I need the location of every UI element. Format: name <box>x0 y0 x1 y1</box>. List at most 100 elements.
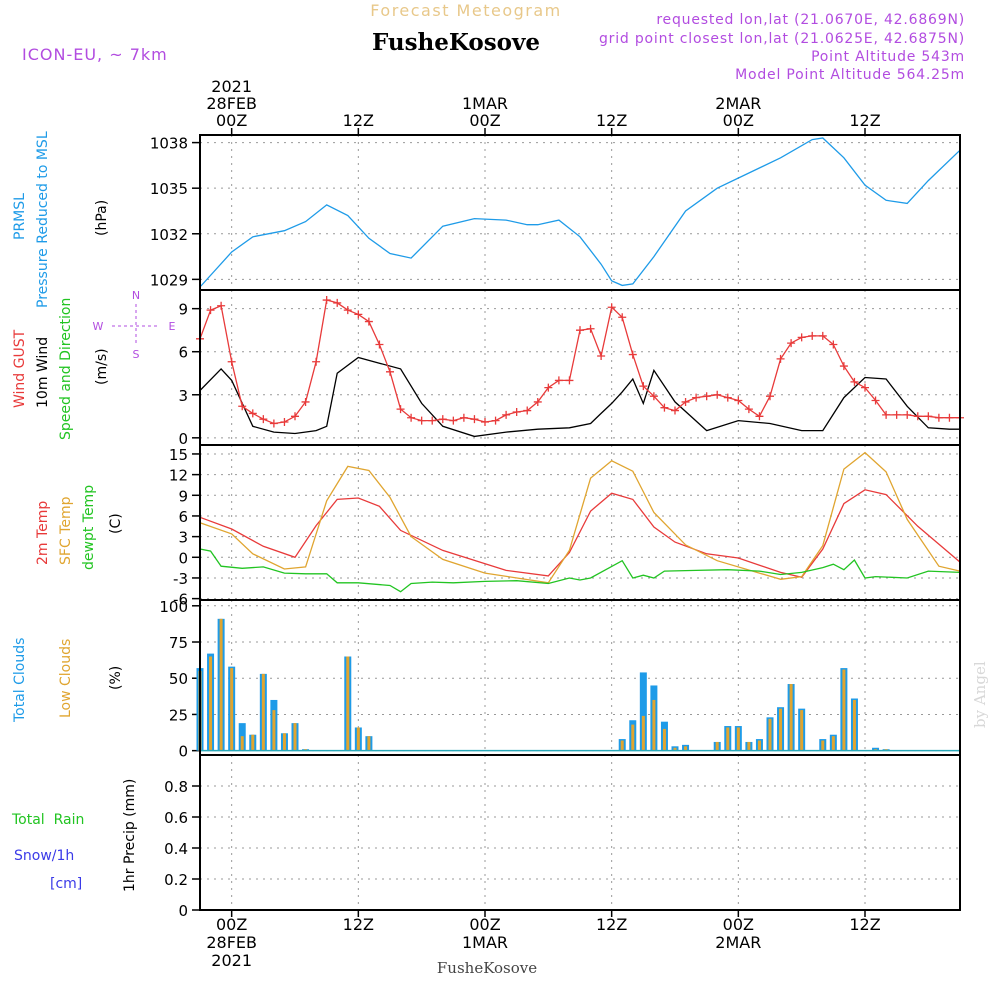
top-tick-label: 00Z <box>723 111 754 130</box>
gust-point <box>597 352 606 361</box>
sfc-temp-label: SFC Temp <box>58 496 74 565</box>
series-dewpt-temp <box>199 548 961 593</box>
y-tick-label: 15 <box>169 446 188 464</box>
gust-point <box>481 418 489 427</box>
low-cloud-bar <box>240 736 244 751</box>
gust-point <box>755 412 764 421</box>
gust-point <box>723 393 732 402</box>
gust-point <box>744 405 753 414</box>
gust-point <box>227 357 236 366</box>
gust-point <box>322 296 331 305</box>
gust-point <box>839 362 848 371</box>
top-year-label: 2021 <box>211 77 252 96</box>
gust-point <box>649 392 658 401</box>
low-cloud-bar <box>757 740 761 751</box>
wind-unit: (m/s) <box>94 348 110 385</box>
low-cloud-bar <box>620 740 624 751</box>
compass-west: W <box>93 320 104 333</box>
low-cloud-bar <box>251 734 255 751</box>
series-10m-wind <box>199 356 960 438</box>
low-cloud-bar <box>652 699 656 751</box>
precip-labels: Total Rain Snow/1h [cm] 1hr Precip (mm) <box>11 779 138 892</box>
bottom-tick-label: 00Z <box>216 915 247 934</box>
low-cloud-bar <box>293 723 297 751</box>
gust-point <box>702 392 711 401</box>
y-tick-label: -6 <box>173 591 188 609</box>
gust-point <box>554 376 563 385</box>
y-tick-label: 100 <box>159 598 188 616</box>
gust-point <box>301 397 310 406</box>
low-cloud-bar <box>641 715 645 751</box>
gust-point <box>333 298 342 307</box>
y-tick-label: 9 <box>178 301 188 319</box>
requested-coords: requested lon,lat (21.0670E, 42.6869N) <box>656 12 965 28</box>
gust-point <box>660 403 669 412</box>
low-cloud-bar <box>736 727 740 751</box>
bottom-date-label: 2MAR <box>715 933 761 952</box>
y-tick-label: 25 <box>169 706 188 724</box>
low-cloud-bar <box>356 727 360 751</box>
bottom-tick-label: 12Z <box>343 915 374 934</box>
gust-point <box>343 306 352 315</box>
gust-point <box>692 393 701 402</box>
y-tick-label: 12 <box>169 467 188 485</box>
low-cloud-bar <box>831 736 835 751</box>
gust-point <box>882 410 891 419</box>
panel-precip: 0 0.2 0.4 0.6 0.8 <box>164 754 961 920</box>
low-cloud-bar <box>230 668 234 751</box>
low-cloud-bar <box>282 733 286 751</box>
gust-point <box>512 407 521 416</box>
y-tick-label: 1032 <box>150 226 188 244</box>
gust-point <box>238 402 247 411</box>
gust-point <box>892 410 901 419</box>
gust-point <box>871 396 880 405</box>
y-tick-label: 0.2 <box>164 871 188 889</box>
gust-point <box>312 357 321 366</box>
footer-location: FusheKosove <box>437 959 537 977</box>
low-cloud-bar <box>367 736 371 751</box>
gust-point <box>502 410 511 419</box>
gust-point <box>776 354 785 363</box>
bottom-date-label: 1MAR <box>462 933 508 952</box>
top-tick-label: 00Z <box>469 111 500 130</box>
low-cloud-bar <box>673 747 677 751</box>
cloud-unit: (%) <box>108 666 124 690</box>
panel-wind: 0 3 6 9 <box>178 289 964 448</box>
y-tick-label: 0 <box>178 430 188 448</box>
cloud-labels: Total Clouds Low Clouds (%) <box>12 638 124 723</box>
total-cloud-bar <box>639 672 647 751</box>
gust-point <box>280 418 289 427</box>
gust-point <box>713 390 722 399</box>
gust-point <box>618 313 627 322</box>
gust-point <box>565 376 574 385</box>
panel-frame <box>199 754 961 911</box>
y-tick-label: 3 <box>178 529 188 547</box>
gust-point <box>417 416 426 425</box>
compass-south: S <box>133 348 140 361</box>
model-altitude: Model Point Altitude 564.25m <box>735 67 965 83</box>
gust-label: Wind GUST <box>12 329 28 408</box>
gust-point <box>523 406 532 415</box>
bottom-year-label: 2021 <box>211 951 252 970</box>
gust-point <box>291 412 299 421</box>
location-title: FusheKosove <box>372 29 540 56</box>
pressure-unit: (hPa) <box>94 200 110 236</box>
gust-point <box>913 412 922 421</box>
series-prmsl <box>199 137 961 288</box>
wind-labels: Wind GUST 10m Wind Speed and Direction (… <box>12 289 176 440</box>
y-tick-label: 0.6 <box>164 809 188 827</box>
credit-watermark: by Angel <box>971 661 989 728</box>
low-cloud-bar <box>684 746 688 751</box>
gust-point <box>470 415 479 424</box>
y-tick-label: -3 <box>173 570 188 588</box>
y-tick-label: 75 <box>169 634 188 652</box>
low-cloud-bar <box>219 618 223 751</box>
temp2m-label: 2m Temp <box>35 501 51 565</box>
gust-point <box>206 306 215 315</box>
y-tick-label: 0.8 <box>164 778 188 796</box>
prmsl-label: PRMSL <box>12 193 28 240</box>
temp-labels: 2m Temp SFC Temp dewpt Temp (C) <box>35 485 124 570</box>
bottom-tick-label: 12Z <box>596 915 627 934</box>
